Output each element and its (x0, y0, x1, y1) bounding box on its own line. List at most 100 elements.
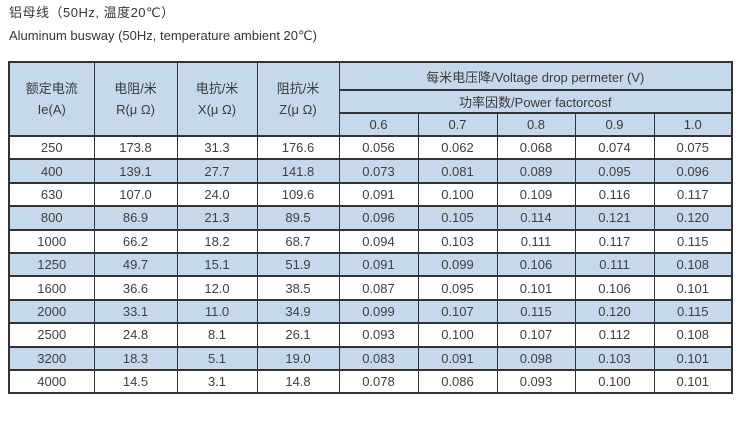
cell-rated-current: 1600 (8, 275, 95, 301)
table-cell: 0.091 (338, 181, 419, 208)
table-cell: 38.5 (256, 275, 340, 301)
table-cell: 14.5 (93, 368, 178, 395)
header-reactance: 电抗/米 X(μ Ω) (176, 61, 258, 137)
header-pf-0.8: 0.8 (496, 112, 576, 137)
table-cell: 0.078 (338, 368, 419, 395)
table-cell: 5.1 (176, 345, 258, 371)
table-cell: 139.1 (93, 158, 178, 184)
cell-rated-current: 1250 (8, 251, 95, 278)
table-cell: 49.7 (93, 251, 178, 278)
table-cell: 12.0 (176, 275, 258, 301)
table-cell: 0.120 (653, 205, 733, 231)
table-cell: 11.0 (176, 298, 258, 325)
cell-rated-current: 3200 (8, 345, 95, 371)
table-cell: 0.112 (574, 322, 655, 348)
table-row: 1000 66.2 18.2 68.7 0.094 0.103 0.111 0.117 0.11… (8, 228, 733, 254)
table-cell: 0.096 (653, 158, 733, 184)
table-cell: 107.0 (93, 181, 178, 208)
table-cell: 0.107 (417, 298, 498, 325)
table-cell: 0.107 (496, 322, 576, 348)
table-cell: 0.117 (653, 181, 733, 208)
table-cell: 0.108 (653, 322, 733, 348)
header-resistance: 电阻/米 R(μ Ω) (93, 61, 178, 137)
header-reactance-unit: X(μ Ω) (197, 102, 237, 117)
cell-rated-current: 1000 (8, 228, 95, 254)
header-power-factor: 功率因数/Power factorcosf (338, 89, 733, 114)
table-cell: 26.1 (256, 322, 340, 348)
header-pf-0.9: 0.9 (574, 112, 655, 137)
table-cell: 24.8 (93, 322, 178, 348)
table-cell: 0.096 (338, 205, 419, 231)
table-row: 400 139.1 27.7 141.8 0.073 0.081 0.089 0.095 0.0… (8, 158, 733, 184)
table-cell: 109.6 (256, 181, 340, 208)
table-cell: 0.100 (574, 368, 655, 395)
table-cell: 0.098 (496, 345, 576, 371)
table-cell: 0.095 (417, 275, 498, 301)
table-cell: 0.105 (417, 205, 498, 231)
table-cell: 0.091 (417, 345, 498, 371)
header-resistance-unit: R(μ Ω) (116, 102, 155, 117)
table-row: 4000 14.5 3.1 14.8 0.078 0.086 0.093 0.100 0.101 (8, 368, 733, 395)
table-cell: 176.6 (256, 134, 340, 161)
table-cell: 0.089 (496, 158, 576, 184)
cell-rated-current: 250 (8, 134, 95, 161)
table-cell: 0.101 (496, 275, 576, 301)
header-rated-current-zh: 额定电流 (25, 81, 78, 96)
cell-rated-current: 400 (8, 158, 95, 184)
table-cell: 0.056 (338, 134, 419, 161)
table-cell: 0.091 (338, 251, 419, 278)
table-row: 630 107.0 24.0 109.6 0.091 0.100 0.109 0.116 0.1… (8, 181, 733, 208)
table-cell: 0.075 (653, 134, 733, 161)
table-cell: 0.117 (574, 228, 655, 254)
table-cell: 0.111 (574, 251, 655, 278)
table-cell: 33.1 (93, 298, 178, 325)
cell-rated-current: 2000 (8, 298, 95, 325)
header-impedance-zh: 阻抗/米 (276, 81, 320, 96)
table-row: 1600 36.6 12.0 38.5 0.087 0.095 0.101 0.106 0.10… (8, 275, 733, 301)
header-impedance: 阻抗/米 Z(μ Ω) (256, 61, 340, 137)
table-cell: 66.2 (93, 228, 178, 254)
table-cell: 14.8 (256, 368, 340, 395)
table-cell: 68.7 (256, 228, 340, 254)
table-cell: 3.1 (176, 368, 258, 395)
cell-rated-current: 630 (8, 181, 95, 208)
cell-rated-current: 800 (8, 205, 95, 231)
table-cell: 0.099 (338, 298, 419, 325)
header-impedance-unit: Z(μ Ω) (279, 102, 317, 117)
table-cell: 0.103 (574, 345, 655, 371)
table-cell: 173.8 (93, 134, 178, 161)
header-voltage-drop: 每米电压降/Voltage drop permeter (V) (338, 61, 733, 91)
table-cell: 0.115 (653, 228, 733, 254)
table-row: 800 86.9 21.3 89.5 0.096 0.105 0.114 0.121 0.120 (8, 205, 733, 231)
table-cell: 0.115 (653, 298, 733, 325)
table-cell: 21.3 (176, 205, 258, 231)
table-cell: 8.1 (176, 322, 258, 348)
table-cell: 0.108 (653, 251, 733, 278)
cell-rated-current: 2500 (8, 322, 95, 348)
table-cell: 0.114 (496, 205, 576, 231)
table-cell: 0.074 (574, 134, 655, 161)
cell-rated-current: 4000 (8, 368, 95, 395)
table-cell: 0.093 (496, 368, 576, 395)
table-cell: 0.087 (338, 275, 419, 301)
table-cell: 24.0 (176, 181, 258, 208)
table-cell: 15.1 (176, 251, 258, 278)
table-cell: 0.073 (338, 158, 419, 184)
table-cell: 34.9 (256, 298, 340, 325)
table-cell: 86.9 (93, 205, 178, 231)
table-cell: 0.081 (417, 158, 498, 184)
table-cell: 0.101 (653, 345, 733, 371)
header-pf-1.0: 1.0 (653, 112, 733, 137)
table-cell: 0.095 (574, 158, 655, 184)
title-block: 铝母线（50Hz, 温度20℃） Aluminum busway (50Hz, … (0, 0, 739, 44)
table-cell: 0.111 (496, 228, 576, 254)
table-cell: 18.3 (93, 345, 178, 371)
table-cell: 51.9 (256, 251, 340, 278)
header-resistance-zh: 电阻/米 (114, 81, 157, 96)
table-cell: 0.116 (574, 181, 655, 208)
table-cell: 141.8 (256, 158, 340, 184)
header-pf-0.7: 0.7 (417, 112, 498, 137)
table-row: 2500 24.8 8.1 26.1 0.093 0.100 0.107 0.112 0.108 (8, 322, 733, 348)
table-body: 250 173.8 31.3 176.6 0.056 0.062 0.068 0.074 0.0… (8, 134, 733, 395)
header-rated-current-unit: Ie(A) (37, 102, 66, 117)
